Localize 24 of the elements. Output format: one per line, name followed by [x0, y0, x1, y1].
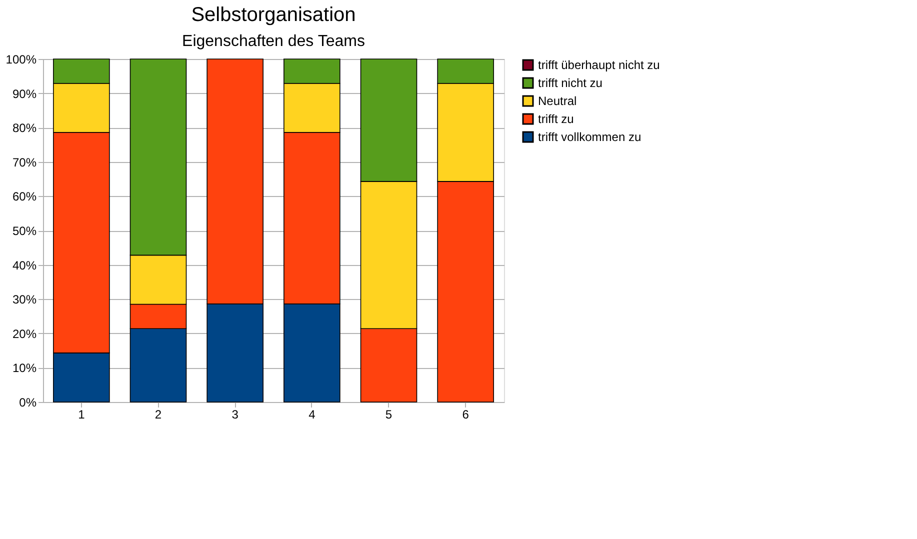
- y-tick-label: 30%: [12, 292, 37, 307]
- y-tick-label: 90%: [12, 86, 37, 101]
- x-tick-label: 6: [462, 408, 470, 422]
- legend-label: trifft zu: [538, 112, 574, 126]
- y-tick-label: 40%: [12, 258, 37, 272]
- x-tick-label: 5: [385, 408, 392, 422]
- x-tick-label: 1: [78, 408, 86, 422]
- chart-subtitle: Eigenschaften des Teams: [182, 33, 365, 50]
- y-tick-label: 0%: [19, 396, 37, 410]
- y-tick-label: 80%: [12, 121, 37, 136]
- legend-label: trifft überhaupt nicht zu: [538, 58, 660, 72]
- x-tick-label: 2: [154, 408, 162, 422]
- y-tick-label: 10%: [12, 361, 37, 376]
- legend-label: trifft nicht zu: [538, 76, 602, 90]
- y-tick-label: 50%: [12, 224, 37, 238]
- y-tick-label: 20%: [12, 326, 37, 341]
- x-tick-label: 3: [232, 408, 239, 422]
- legend-label: trifft vollkommen zu: [538, 130, 642, 144]
- y-tick-label: 60%: [12, 190, 37, 204]
- y-tick-label: 100%: [6, 52, 37, 66]
- legend-label: Neutral: [538, 94, 577, 108]
- chart-title: Selbstorganisation: [191, 4, 356, 26]
- y-tick-label: 70%: [12, 155, 37, 170]
- x-tick-label: 4: [308, 408, 316, 422]
